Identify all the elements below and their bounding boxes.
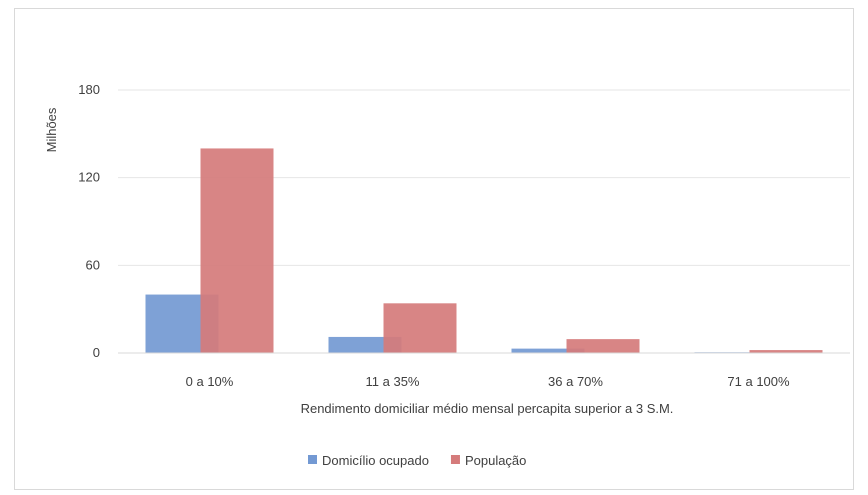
- chart-frame: [14, 8, 854, 490]
- bar-populacao: [383, 303, 457, 353]
- bars: [145, 148, 823, 353]
- x-axis-ticks: 0 a 10% 11 a 35% 36 a 70% 71 a 100%: [186, 374, 790, 389]
- y-tick-label: 60: [86, 257, 100, 272]
- x-tick-label: 71 a 100%: [727, 374, 790, 389]
- x-tick-label: 11 a 35%: [366, 374, 420, 389]
- bar-populacao: [749, 350, 823, 353]
- y-tick-label: 0: [93, 345, 100, 360]
- x-axis-title: Rendimento domiciliar médio mensal perca…: [301, 401, 674, 416]
- x-tick-label: 36 a 70%: [548, 374, 603, 389]
- x-tick-label: 0 a 10%: [186, 374, 234, 389]
- bar-domicilio: [328, 336, 402, 353]
- bar-populacao: [566, 339, 640, 353]
- legend: Domicílio ocupado População: [308, 453, 526, 468]
- legend-swatch: [308, 455, 317, 464]
- legend-label: População: [465, 453, 526, 468]
- y-axis-ticks: 0 60 120 180: [78, 82, 100, 360]
- legend-label: Domicílio ocupado: [322, 453, 429, 468]
- y-axis-title: Milhões: [44, 107, 59, 152]
- bar-populacao: [200, 148, 274, 353]
- bar-domicilio: [511, 348, 585, 353]
- legend-swatch: [450, 455, 460, 464]
- y-tick-label: 120: [78, 170, 100, 185]
- y-tick-label: 180: [78, 82, 100, 97]
